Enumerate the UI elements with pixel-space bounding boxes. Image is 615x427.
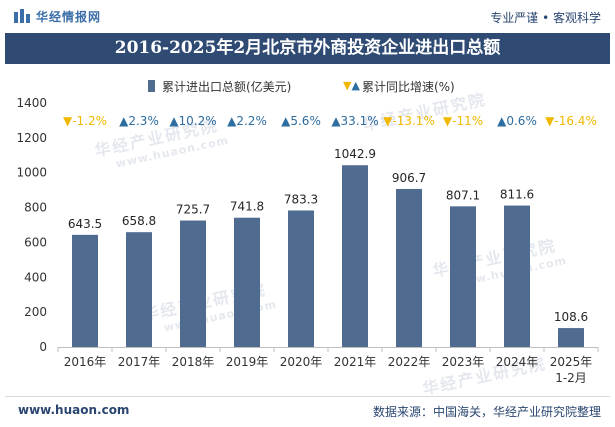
bar-value-label-2024: 811.6 <box>500 188 534 202</box>
bar-value-label-2021: 1042.9 <box>334 147 376 161</box>
logo-bars-icon <box>14 9 30 23</box>
down-triangle-icon: ▼ <box>63 114 73 128</box>
up-triangle-icon: ▲ <box>119 114 129 128</box>
growth-value: 33.1% <box>341 114 379 128</box>
up-triangle-icon: ▲ <box>281 114 291 128</box>
x-tick-label-2018: 2018年 <box>172 355 215 369</box>
x-tick-label-2020: 2020年 <box>280 355 323 369</box>
bar-value-label-2019: 741.8 <box>230 200 264 214</box>
x-tick-label-line: 2018年 <box>172 355 215 369</box>
bar-2023 <box>450 206 476 347</box>
growth-value: 0.6% <box>506 114 537 128</box>
legend-item-growth: ▼ ▲ 累计同比增速(%) <box>343 77 455 95</box>
bar-2017 <box>126 232 152 347</box>
growth-value: 10.2% <box>179 114 217 128</box>
y-tick-label-1200: 1200 <box>16 131 47 145</box>
bar-2018 <box>180 220 206 347</box>
x-tick-label-line: 2016年 <box>64 355 107 369</box>
x-tick-label-line: 2021年 <box>334 355 377 369</box>
footer: www.huaon.com 数据来源：中国海关，华经产业研究院整理 <box>5 396 610 427</box>
growth-label-2016: ▼-1.2% <box>63 114 107 128</box>
growth-label-2017: ▲2.3% <box>119 114 159 128</box>
bar-value-label-2023: 807.1 <box>446 188 480 202</box>
growth-label-2020: ▲5.6% <box>281 114 321 128</box>
x-tick-label-line: 2024年 <box>496 355 539 369</box>
down-triangle-icon: ▼ <box>545 114 555 128</box>
legend: 累计进出口总额(亿美元) ▼ ▲ 累计同比增速(%) <box>0 77 615 95</box>
y-tick-label-200: 200 <box>24 305 47 319</box>
bar-value-label-2018: 725.7 <box>176 203 210 217</box>
growth-value: 5.6% <box>290 114 321 128</box>
y-tick-label-800: 800 <box>24 201 47 215</box>
bar-swatch-icon <box>148 80 155 92</box>
growth-label-2023: ▼-11% <box>443 114 483 128</box>
growth-value: -11% <box>452 114 483 128</box>
x-tick-label-2024: 2024年 <box>496 355 539 369</box>
y-tick-label-0: 0 <box>39 340 47 354</box>
data-source: 数据来源：中国海关，华经产业研究院整理 <box>372 405 601 419</box>
bar-2021 <box>342 165 368 347</box>
x-tick-label-2017: 2017年 <box>118 355 161 369</box>
growth-label-2021: ▲33.1% <box>331 114 378 128</box>
growth-label-2019: ▲2.2% <box>227 114 267 128</box>
bar-2020 <box>288 210 314 347</box>
x-tick-label-line: 2017年 <box>118 355 161 369</box>
logo-text: 华经情报网 <box>36 9 102 24</box>
x-tick-label-2021: 2021年 <box>334 355 377 369</box>
y-tick-label-1000: 1000 <box>16 166 47 180</box>
x-tick-label-line: 2020年 <box>280 355 323 369</box>
x-tick-label-2016: 2016年 <box>64 355 107 369</box>
down-triangle-icon: ▼ <box>443 114 453 128</box>
bar-chart: 0200400600800100012001400643.52016年▼-1.2… <box>16 96 599 385</box>
growth-label-2024: ▲0.6% <box>497 114 537 128</box>
header: 华经情报网 专业严谨 • 客观科学 <box>0 0 615 30</box>
bar-2024 <box>504 205 530 347</box>
chart-title: 2016-2025年2月北京市外商投资企业进出口总额 <box>5 33 610 64</box>
y-tick-label-600: 600 <box>24 235 47 249</box>
up-triangle-icon: ▲ <box>169 114 179 128</box>
up-triangle-icon: ▲ <box>227 114 237 128</box>
x-tick-label-2025: 2025年 1-2月 <box>550 355 593 385</box>
bar-2019 <box>234 217 260 347</box>
growth-label-2018: ▲10.2% <box>169 114 216 128</box>
bar-value-label-2020: 783.3 <box>284 192 318 206</box>
growth-label-2022: ▼-13.1% <box>383 114 435 128</box>
logo: 华经情报网 <box>14 8 101 24</box>
bar-value-label-2025: 108.6 <box>554 310 588 324</box>
up-triangle-icon: ▲ <box>351 79 360 92</box>
x-tick-label-line: 1-2月 <box>555 371 587 385</box>
x-tick-label-line: 2025年 <box>550 355 593 369</box>
legend-item-total: 累计进出口总额(亿美元) <box>148 77 291 95</box>
bar-2016 <box>72 234 98 347</box>
legend-label-growth: 累计同比增速(%) <box>361 79 455 94</box>
x-tick-label-2023: 2023年 <box>442 355 485 369</box>
up-triangle-icon: ▲ <box>331 114 341 128</box>
down-triangle-icon: ▼ <box>383 114 393 128</box>
up-triangle-icon: ▲ <box>497 114 507 128</box>
growth-label-2025: ▼-16.4% <box>545 114 597 128</box>
bar-2025 <box>558 328 584 347</box>
x-tick-label-line: 2022年 <box>388 355 431 369</box>
bar-value-label-2017: 658.8 <box>122 214 156 228</box>
x-tick-label-2022: 2022年 <box>388 355 431 369</box>
bar-2022 <box>396 188 422 347</box>
website-link[interactable]: www.huaon.com <box>18 403 130 417</box>
slogan: 专业严谨 • 客观科学 <box>490 11 601 25</box>
legend-label-total: 累计进出口总额(亿美元) <box>162 79 292 94</box>
x-tick-label-line: 2023年 <box>442 355 485 369</box>
growth-value: 2.3% <box>128 114 159 128</box>
growth-value: -1.2% <box>72 114 107 128</box>
growth-value: -16.4% <box>554 114 596 128</box>
y-tick-label-400: 400 <box>24 270 47 284</box>
x-tick-label-2019: 2019年 <box>226 355 269 369</box>
growth-value: 2.2% <box>236 114 267 128</box>
down-triangle-icon: ▼ <box>343 79 352 92</box>
growth-value: -13.1% <box>392 114 434 128</box>
x-tick-label-line: 2019年 <box>226 355 269 369</box>
bar-value-label-2022: 906.7 <box>392 171 426 185</box>
y-tick-label-1400: 1400 <box>16 96 47 110</box>
bar-value-label-2016: 643.5 <box>68 217 102 231</box>
